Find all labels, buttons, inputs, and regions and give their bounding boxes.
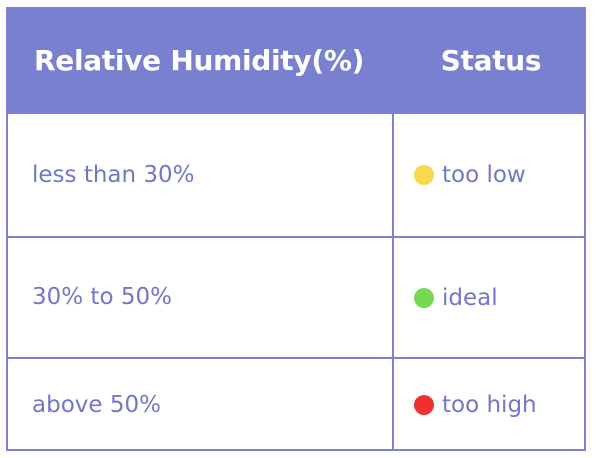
range-cell: 30% to 50% — [32, 284, 172, 310]
status-dot-icon — [414, 165, 434, 185]
status-cell: too low — [414, 114, 526, 236]
header-relative-humidity: Relative Humidity(%) — [34, 44, 365, 77]
table-row: 30% to 50% ideal — [8, 236, 584, 357]
status-cell: ideal — [414, 238, 498, 357]
status-label: too high — [442, 392, 537, 418]
table-row: less than 30% too low — [8, 112, 584, 236]
header-status: Status — [440, 44, 542, 77]
status-dot-icon — [414, 287, 434, 308]
status-label: ideal — [442, 284, 498, 311]
status-dot-icon — [414, 395, 434, 415]
table-header: Relative Humidity(%) Status — [8, 9, 584, 112]
status-label: too low — [442, 162, 526, 188]
range-cell: less than 30% — [32, 162, 195, 188]
column-divider — [392, 112, 394, 449]
status-cell: too high — [414, 359, 537, 451]
humidity-table: Relative Humidity(%) Status less than 30… — [6, 7, 586, 451]
range-cell: above 50% — [32, 392, 161, 418]
table-row: above 50% too high — [8, 357, 584, 451]
